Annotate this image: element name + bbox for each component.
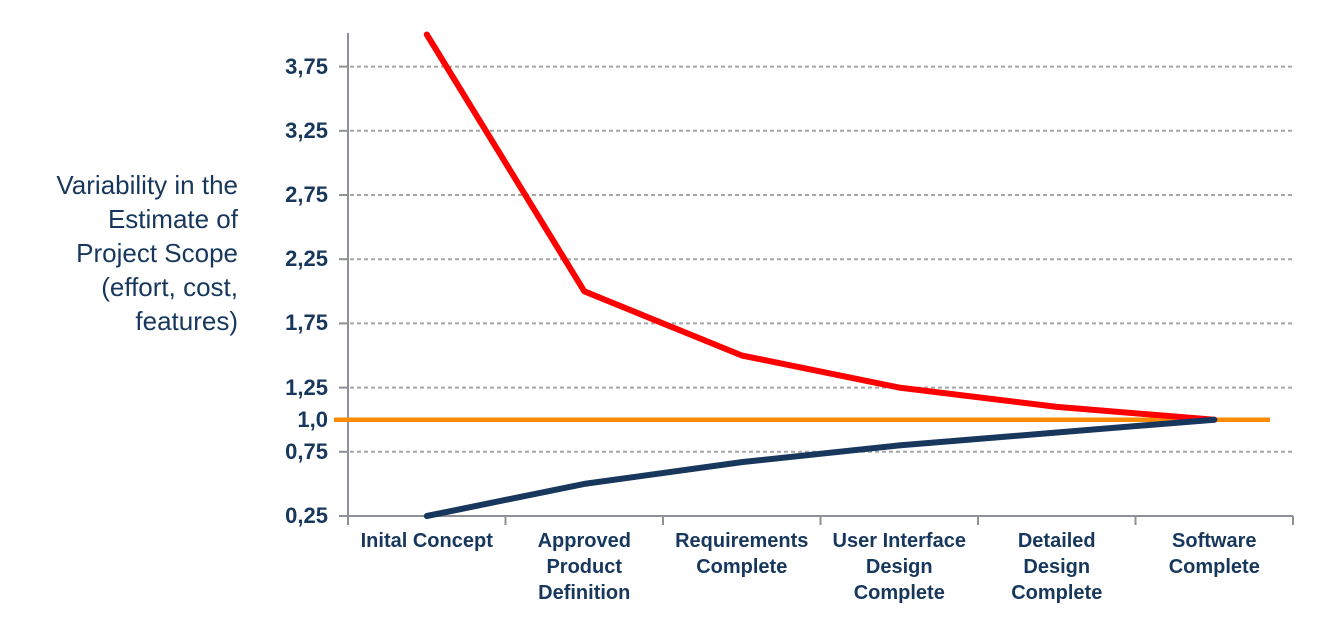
y-tick-label: 0,25 <box>285 503 328 528</box>
x-category-label: Approved Product Definition <box>537 530 631 604</box>
x-category-label: Software Complete <box>1168 530 1260 578</box>
y-tick-label: 2,25 <box>285 246 328 272</box>
y-tick-label: 3,25 <box>285 117 328 143</box>
x-category-label: Detailed Design Complete <box>1011 530 1103 604</box>
y-tick-label: 1,75 <box>285 310 328 336</box>
x-axis-ticks <box>347 516 1294 525</box>
x-category-label: User Interface Design Complete <box>832 530 966 604</box>
y-tick-label: 2,75 <box>285 182 328 207</box>
gridlines <box>350 65 1293 453</box>
lower-estimate-bound <box>423 416 1218 519</box>
x-category-label: Requirements Complete <box>675 530 809 578</box>
y-tick-label: 0,75 <box>285 438 328 464</box>
y-tick-label: 1,0 <box>297 406 328 432</box>
upper-estimate-bound <box>423 31 1218 423</box>
y-tick-label: 1,25 <box>285 374 328 400</box>
y-tick-label: 3,75 <box>285 53 328 79</box>
x-category-label: Inital Concept <box>360 530 493 552</box>
y-axis-title: Variability in the Estimate of Project S… <box>56 170 238 336</box>
